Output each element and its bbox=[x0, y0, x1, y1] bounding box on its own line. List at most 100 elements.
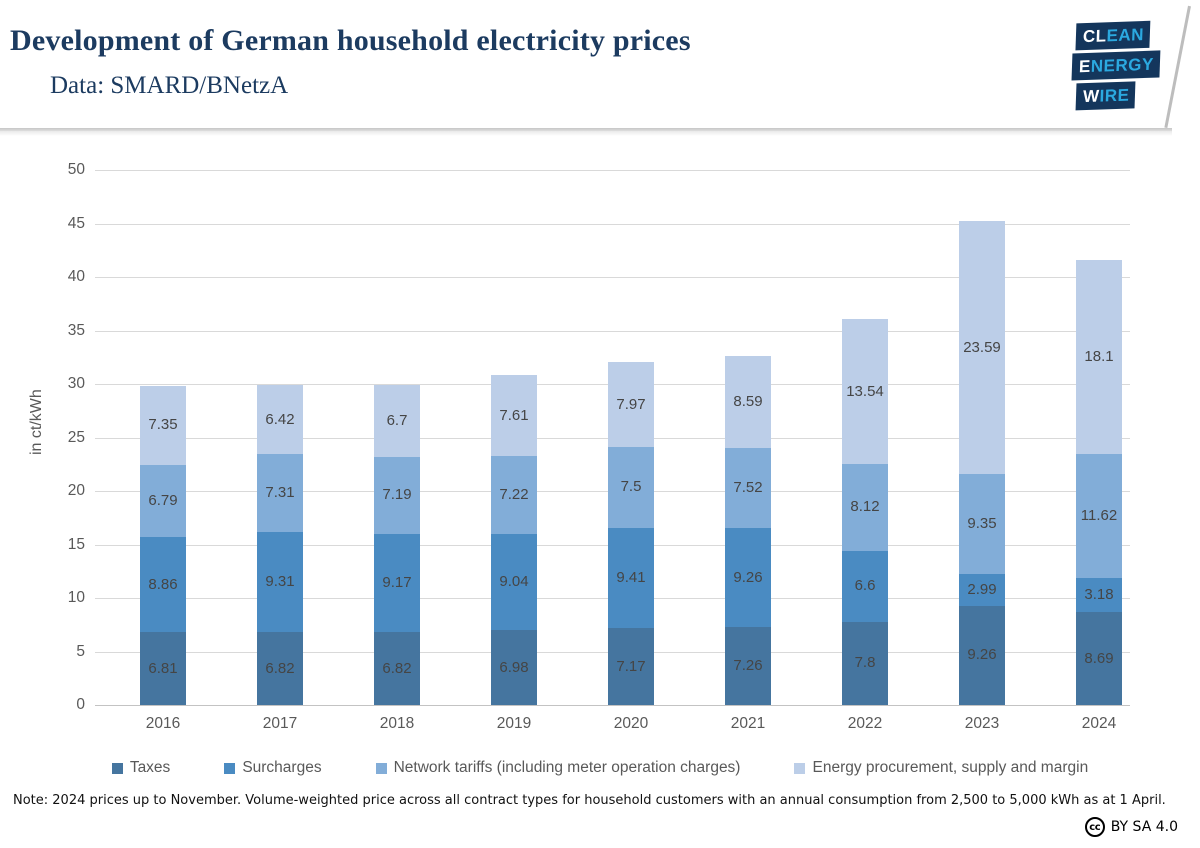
bar-value-label: 3.18 bbox=[1084, 586, 1114, 603]
bar-value-label: 6.82 bbox=[382, 659, 412, 677]
bar-segment-2023 bbox=[959, 473, 1005, 574]
bar-segment-2024 bbox=[1076, 453, 1122, 578]
y-axis-tick-label: 35 bbox=[67, 321, 85, 339]
legend-label: Energy procurement, supply and margin bbox=[812, 759, 1089, 776]
gridline bbox=[95, 223, 1130, 225]
legend-label: Surcharges bbox=[242, 759, 322, 776]
bar-segment-2018 bbox=[374, 385, 420, 457]
legend-item: Surcharges bbox=[224, 759, 322, 777]
bar-value-label: 7.17 bbox=[616, 657, 646, 675]
bar-segment-2023 bbox=[959, 605, 1005, 705]
bar-value-label: 11.62 bbox=[1080, 506, 1118, 524]
x-axis-tick-label: 2021 bbox=[730, 715, 766, 732]
legend-label: Taxes bbox=[129, 759, 171, 776]
data-source-subtitle: Data: SMARD/BNetzA bbox=[50, 72, 289, 99]
bar-segment-2018 bbox=[374, 456, 420, 534]
header-divider bbox=[0, 128, 1172, 131]
bar-value-label: 6.79 bbox=[148, 492, 178, 509]
logo-row: WIRE bbox=[1073, 80, 1162, 111]
logo-word-energy: ENERGY bbox=[1071, 50, 1161, 81]
bar-segment-2022 bbox=[842, 464, 888, 551]
bar-segment-2020 bbox=[608, 362, 654, 448]
y-axis-tick-label: 30 bbox=[67, 375, 85, 392]
bar-segment-2020 bbox=[608, 628, 654, 705]
legend-label: Network tariffs (including meter operati… bbox=[393, 759, 741, 776]
bar-value-label: 6.6 bbox=[854, 577, 876, 595]
bar-segment-2020 bbox=[608, 447, 654, 528]
bar-segment-2021 bbox=[725, 447, 771, 529]
legend-swatch-icon bbox=[794, 762, 806, 774]
bar-segment-2016 bbox=[140, 386, 186, 465]
bar-segment-2016 bbox=[140, 632, 186, 705]
bar-segment-2023 bbox=[959, 221, 1005, 474]
bar-value-label: 9.31 bbox=[265, 573, 295, 591]
bar-value-label: 7.61 bbox=[499, 406, 529, 424]
bar-value-label: 6.42 bbox=[265, 410, 295, 428]
x-axis-tick-label: 2024 bbox=[1081, 715, 1117, 732]
bar-segment-2022 bbox=[842, 621, 888, 705]
bar-value-label: 9.35 bbox=[967, 514, 997, 532]
bar-segment-2019 bbox=[491, 456, 537, 534]
x-axis-tick-label: 2017 bbox=[262, 715, 298, 732]
bar-segment-2019 bbox=[491, 533, 537, 631]
bar-value-label: 9.26 bbox=[967, 646, 997, 664]
legend-item: Network tariffs (including meter operati… bbox=[375, 759, 741, 777]
gridline bbox=[95, 277, 1130, 278]
logo-word-clean: CLEAN bbox=[1075, 20, 1151, 51]
bar-value-label: 6.98 bbox=[499, 658, 529, 676]
bar-segment-2017 bbox=[257, 532, 303, 633]
bar-value-label: 9.04 bbox=[499, 572, 529, 590]
bar-segment-2018 bbox=[374, 632, 420, 705]
bar-value-label: 18.1 bbox=[1084, 347, 1114, 365]
y-axis-tick-label: 15 bbox=[67, 535, 85, 553]
bar-value-label: 7.8 bbox=[854, 654, 876, 672]
logo-row: ENERGY bbox=[1071, 50, 1161, 81]
bar-value-label: 7.19 bbox=[382, 486, 412, 504]
bar-value-label: 8.59 bbox=[733, 392, 763, 410]
bar-segment-2019 bbox=[491, 630, 537, 705]
bar-value-label: 7.97 bbox=[616, 395, 646, 413]
page-title: Development of German household electric… bbox=[10, 24, 691, 57]
bar-segment-2024 bbox=[1076, 259, 1122, 454]
bar-value-label: 6.81 bbox=[148, 659, 178, 677]
y-axis-tick-label: 10 bbox=[67, 589, 85, 606]
y-axis-tick-label: 0 bbox=[76, 696, 85, 713]
bar-value-label: 8.12 bbox=[850, 498, 880, 516]
bar-segment-2019 bbox=[491, 374, 537, 457]
y-axis-tick-label: 20 bbox=[67, 482, 85, 499]
bar-segment-2021 bbox=[725, 627, 771, 705]
legend-swatch-icon bbox=[111, 762, 123, 774]
legend-item: Taxes bbox=[111, 759, 171, 777]
gridline bbox=[95, 170, 1130, 171]
bar-value-label: 2.99 bbox=[967, 580, 997, 598]
bar-value-label: 9.26 bbox=[733, 568, 763, 586]
bar-value-label: 8.86 bbox=[148, 575, 178, 593]
gridline bbox=[95, 705, 1130, 706]
bar-value-label: 7.31 bbox=[265, 484, 295, 502]
footnote: Note: 2024 prices up to November. Volume… bbox=[13, 793, 1166, 808]
y-axis-tick-label: 50 bbox=[67, 161, 85, 178]
bar-value-label: 7.22 bbox=[499, 485, 529, 503]
license-label: BY SA 4.0 bbox=[1110, 819, 1178, 835]
bar-value-label: 7.52 bbox=[733, 479, 763, 496]
bar-value-label: 7.5 bbox=[620, 478, 642, 496]
y-axis-tick-label: 5 bbox=[76, 642, 85, 660]
legend-swatch-icon bbox=[224, 762, 236, 774]
x-axis-tick-label: 2020 bbox=[613, 715, 649, 732]
chart-legend: Taxes Surcharges Network tariffs (includin… bbox=[0, 759, 1200, 777]
bar-segment-2021 bbox=[725, 528, 771, 628]
license-badge: cc BY SA 4.0 bbox=[1084, 817, 1178, 837]
bar-value-label: 8.69 bbox=[1084, 649, 1114, 667]
bar-value-label: 7.26 bbox=[733, 657, 763, 675]
x-axis-tick-label: 2016 bbox=[145, 715, 181, 732]
bar-segment-2016 bbox=[140, 537, 186, 633]
bar-value-label: 23.59 bbox=[963, 338, 1001, 356]
bar-value-label: 7.35 bbox=[148, 416, 178, 434]
x-axis-tick-label: 2022 bbox=[847, 715, 883, 732]
bar-segment-2020 bbox=[608, 527, 654, 629]
bar-segment-2017 bbox=[257, 385, 303, 455]
logo-word-wire: WIRE bbox=[1075, 81, 1136, 111]
bar-segment-2021 bbox=[725, 355, 771, 448]
bar-value-label: 13.54 bbox=[846, 382, 884, 400]
